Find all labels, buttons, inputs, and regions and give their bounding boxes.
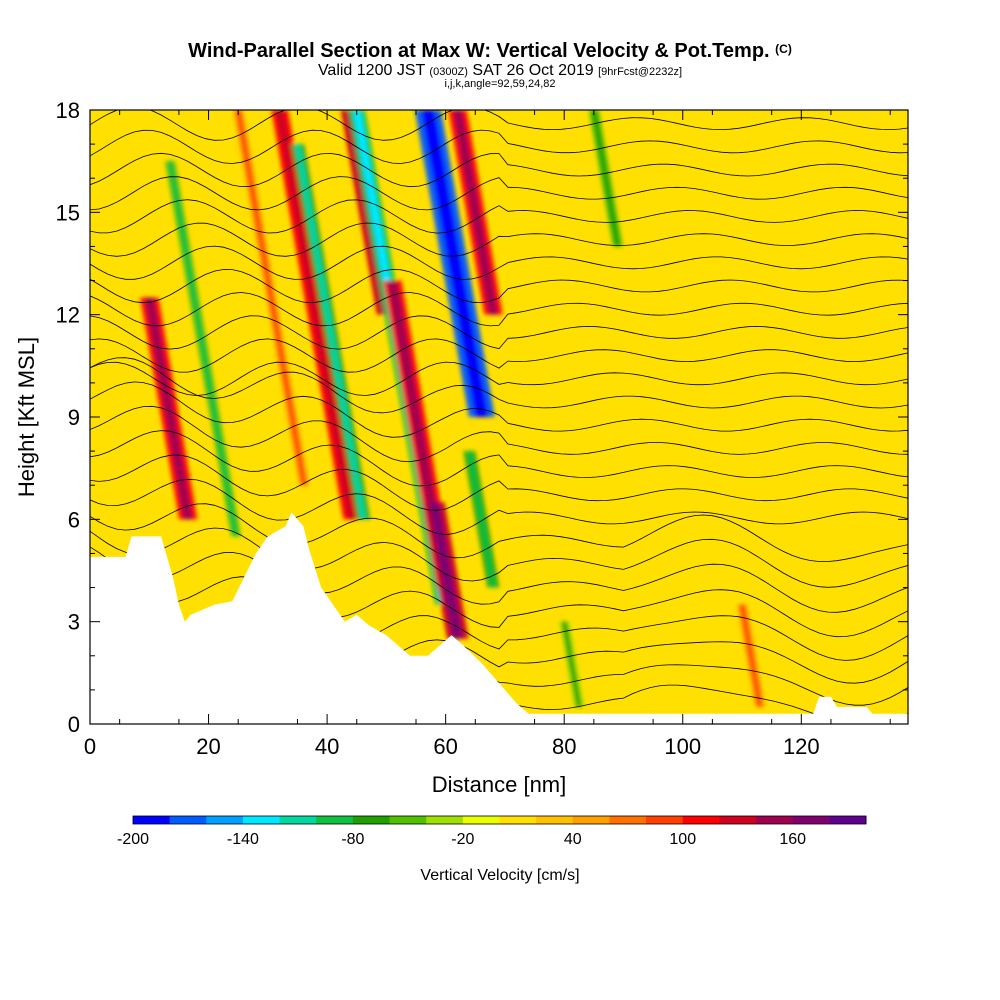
theta-contour — [90, 199, 908, 234]
y-tick-label: 15 — [56, 200, 80, 225]
colorbar-swatch — [499, 816, 537, 824]
chart-title: Wind-Parallel Section at Max W: Vertical… — [188, 40, 792, 62]
theta-contour — [90, 268, 908, 304]
theta-contour — [90, 292, 908, 327]
y-tick-label: 18 — [56, 98, 80, 123]
y-axis-label: Height [Kft MSL] — [14, 337, 39, 497]
theta-contour — [90, 338, 908, 373]
y-tick-label: 12 — [56, 303, 80, 328]
x-tick-label: 80 — [552, 734, 576, 759]
colorbar-swatch — [133, 816, 171, 824]
colorbar-swatch — [536, 816, 574, 824]
x-tick-label: 20 — [196, 734, 220, 759]
velocity-cell-core — [235, 110, 307, 486]
colorbar-swatch — [646, 816, 684, 824]
theta-contour — [90, 176, 908, 211]
x-tick-label: 40 — [315, 734, 339, 759]
colorbar-swatch — [462, 816, 500, 824]
y-tick-label: 0 — [68, 712, 80, 737]
x-tick-label: 120 — [783, 734, 820, 759]
x-tick-label: 0 — [84, 734, 96, 759]
velocity-cell-core — [561, 621, 582, 707]
velocity-cell-core — [739, 604, 763, 707]
title-block: Wind-Parallel Section at Max W: Vertical… — [188, 40, 792, 90]
colorbar-swatch — [829, 816, 867, 824]
x-axis-label: Distance [nm] — [432, 772, 567, 797]
theta-contour — [90, 245, 908, 280]
colorbar-tick-label: -20 — [451, 831, 474, 848]
colorbar-swatch — [316, 816, 354, 824]
x-tick-label: 60 — [433, 734, 457, 759]
colorbar-swatch — [242, 816, 281, 824]
colorbar-swatch — [682, 816, 720, 824]
x-tick-label: 100 — [664, 734, 701, 759]
colorbar-swatch — [169, 816, 207, 824]
colorbar-swatch — [426, 816, 464, 824]
y-tick-label: 9 — [68, 405, 80, 430]
colorbar-swatch — [609, 816, 647, 824]
theta-contour — [90, 381, 908, 438]
velocity-cell-core — [144, 297, 193, 520]
colorbar: -200 -140 -80 -20 40 100 160 — [117, 815, 867, 848]
theta-contour — [90, 129, 908, 164]
colorbar-swatch — [792, 816, 830, 824]
colorbar-tick-label: -140 — [227, 831, 259, 848]
velocity-cell-core — [452, 110, 499, 315]
chart-params: i,j,k,angle=92,59,24,82 — [444, 78, 555, 90]
colorbar-swatch — [206, 816, 244, 824]
theta-contour — [90, 110, 908, 141]
plot-area — [90, 110, 908, 724]
velocity-cell-core — [294, 144, 367, 520]
theta-contour — [90, 454, 908, 511]
theta-contour — [90, 152, 908, 188]
colorbar-tick-label: 160 — [779, 831, 806, 848]
y-axis: 0 3 6 9 12 15 18 — [56, 98, 908, 737]
colorbar-frame — [132, 815, 867, 825]
colorbar-swatch — [719, 816, 757, 824]
colorbar-tick-label: -200 — [117, 831, 149, 848]
y-tick-label: 3 — [68, 610, 80, 635]
y-tick-label: 6 — [68, 507, 80, 532]
theta-contour — [90, 564, 908, 638]
theta-contour — [90, 430, 908, 487]
velocity-cell-core — [591, 110, 621, 247]
theta-contour — [90, 503, 908, 562]
theta-contour — [90, 405, 908, 463]
colorbar-swatch — [389, 816, 427, 824]
theta-contour — [90, 478, 908, 536]
theta-contour — [90, 546, 908, 613]
colorbar-swatch — [756, 816, 794, 824]
colorbar-swatch — [352, 816, 391, 824]
x-axis: 0 20 40 60 80 100 120 — [84, 110, 891, 759]
theta-contour — [90, 315, 908, 350]
colorbar-tick-label: -80 — [341, 831, 364, 848]
colorbar-tick-label: 40 — [564, 831, 582, 848]
terrain — [90, 512, 908, 724]
velocity-cell-core — [421, 110, 489, 417]
theta-contour — [90, 361, 908, 396]
colorbar-label: Vertical Velocity [cm/s] — [420, 867, 579, 884]
colorbar-swatch — [572, 816, 610, 824]
theta-contour — [90, 222, 908, 257]
velocity-cell-core — [428, 502, 464, 639]
colorbar-tick-label: 100 — [669, 831, 696, 848]
velocity-cell-core — [466, 451, 497, 588]
chart-subtitle: Valid 1200 JST (0300Z) SAT 26 Oct 2019 [… — [318, 62, 682, 79]
velocity-cell-core — [275, 110, 356, 520]
theta-contour — [90, 357, 908, 414]
theta-contour — [90, 527, 908, 588]
colorbar-swatch — [279, 816, 317, 824]
